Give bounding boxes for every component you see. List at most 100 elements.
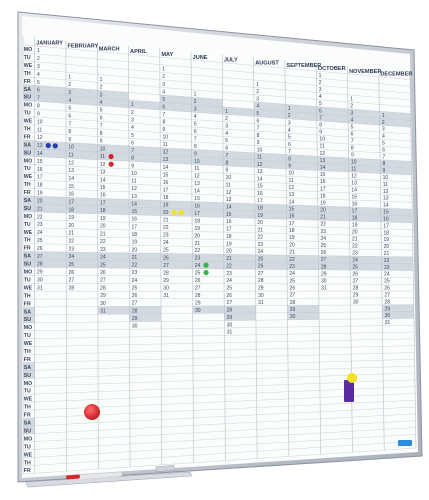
day-number: 24	[226, 278, 232, 284]
day-number: 22	[37, 214, 43, 220]
day-number: 8	[288, 156, 291, 162]
day-number: 19	[100, 216, 106, 222]
grid-col-line	[409, 71, 417, 449]
day-number: 10	[319, 137, 325, 143]
magnets[interactable]	[45, 142, 209, 276]
day-number: 25	[195, 271, 201, 277]
day-number: 12	[289, 185, 295, 191]
weekend-band	[380, 166, 412, 176]
weekend-band	[348, 164, 381, 174]
weekend-band	[255, 261, 288, 270]
day-number: 18	[289, 228, 295, 234]
weekend-band	[66, 252, 98, 261]
weekend-band	[286, 212, 318, 221]
day-number: 28	[100, 285, 106, 291]
day-number: 18	[132, 232, 138, 238]
weekday-label: FR	[24, 246, 31, 252]
weekend-band	[223, 158, 255, 168]
day-number: 5	[288, 135, 291, 141]
day-number: 29	[321, 271, 327, 277]
magnet-red-2[interactable]	[108, 161, 114, 167]
day-number: 22	[320, 222, 326, 228]
day-number: 3	[100, 92, 103, 98]
weekend-band	[66, 142, 98, 152]
day-number: 3	[382, 127, 385, 133]
day-number: 6	[37, 88, 40, 94]
grid-row-line	[22, 251, 413, 258]
weekday-label: WE	[24, 119, 33, 125]
weekday-label: TH	[24, 238, 31, 244]
day-number: 14	[37, 151, 43, 157]
grid-row-line	[22, 155, 412, 176]
day-number: 21	[37, 206, 43, 212]
day-number: 17	[289, 221, 295, 227]
day-number: 23	[352, 251, 358, 257]
day-number: 19	[194, 226, 200, 232]
weekend-band	[23, 148, 35, 157]
eraser[interactable]	[155, 465, 175, 472]
marker-red-cap	[66, 474, 80, 480]
day-number: 15	[351, 195, 357, 201]
day-number: 26	[195, 278, 201, 284]
day-number: 10	[163, 135, 169, 141]
day-number: 7	[257, 126, 260, 132]
day-number: 3	[225, 124, 228, 130]
day-number: 15	[226, 212, 232, 218]
weekend-band	[382, 311, 414, 319]
day-number: 27	[37, 254, 43, 260]
day-number: 8	[351, 146, 354, 152]
magnet-red-1[interactable]	[108, 153, 114, 160]
day-number: 24	[258, 249, 264, 255]
weekend-band	[129, 260, 161, 269]
marker-red[interactable]	[68, 472, 122, 480]
day-number: 5	[68, 106, 71, 112]
day-number: 29	[132, 316, 138, 322]
day-number: 21	[384, 251, 390, 257]
magnet-blue-1[interactable]	[45, 142, 51, 149]
day-number: 17	[37, 175, 43, 181]
grid-row-line	[22, 187, 413, 203]
day-number: 13	[131, 194, 137, 200]
magnet-green-1[interactable]	[203, 262, 209, 268]
weekend-band	[160, 147, 192, 157]
magnet-yellow-2[interactable]	[178, 209, 184, 216]
grid-row-line	[22, 243, 413, 251]
day-number: 25	[163, 248, 169, 254]
magnet-blue-2[interactable]	[52, 143, 58, 149]
day-number: 12	[100, 162, 106, 168]
day-number: 25	[352, 265, 358, 271]
weekend-band	[253, 101, 286, 112]
weekend-band	[34, 85, 66, 96]
day-number: 1	[68, 74, 71, 80]
day-number: 30	[290, 314, 296, 320]
day-number: 9	[319, 130, 322, 136]
day-number: 5	[100, 108, 103, 114]
weekday-label: MO	[24, 47, 32, 53]
day-number: 1	[37, 48, 40, 54]
grid-row-line	[22, 60, 411, 94]
day-number: 22	[289, 257, 295, 263]
yellow-magnet-on-block[interactable]	[347, 373, 357, 383]
day-number: 2	[194, 99, 197, 105]
magnet-yellow-1[interactable]	[171, 209, 177, 215]
day-number: 9	[351, 153, 354, 159]
weekend-band	[348, 157, 381, 167]
day-number: 30	[132, 324, 138, 330]
weekend-band	[160, 102, 192, 113]
large-red-magnet[interactable]	[84, 404, 100, 420]
day-number: 18	[352, 216, 358, 222]
day-number: 7	[225, 153, 228, 159]
weekend-band	[349, 214, 381, 222]
weekend-band	[287, 305, 320, 313]
purple-block[interactable]	[344, 380, 354, 402]
day-number: 29	[195, 300, 201, 306]
day-number: 14	[100, 177, 106, 183]
day-number: 5	[162, 97, 165, 103]
day-number: 15	[383, 210, 389, 216]
day-number: 13	[163, 157, 169, 163]
day-number: 1	[162, 67, 165, 73]
day-number: 10	[383, 175, 389, 181]
magnet-green-2[interactable]	[203, 269, 209, 276]
grid-row-line	[22, 219, 413, 230]
weekday-label: FR	[24, 357, 31, 363]
